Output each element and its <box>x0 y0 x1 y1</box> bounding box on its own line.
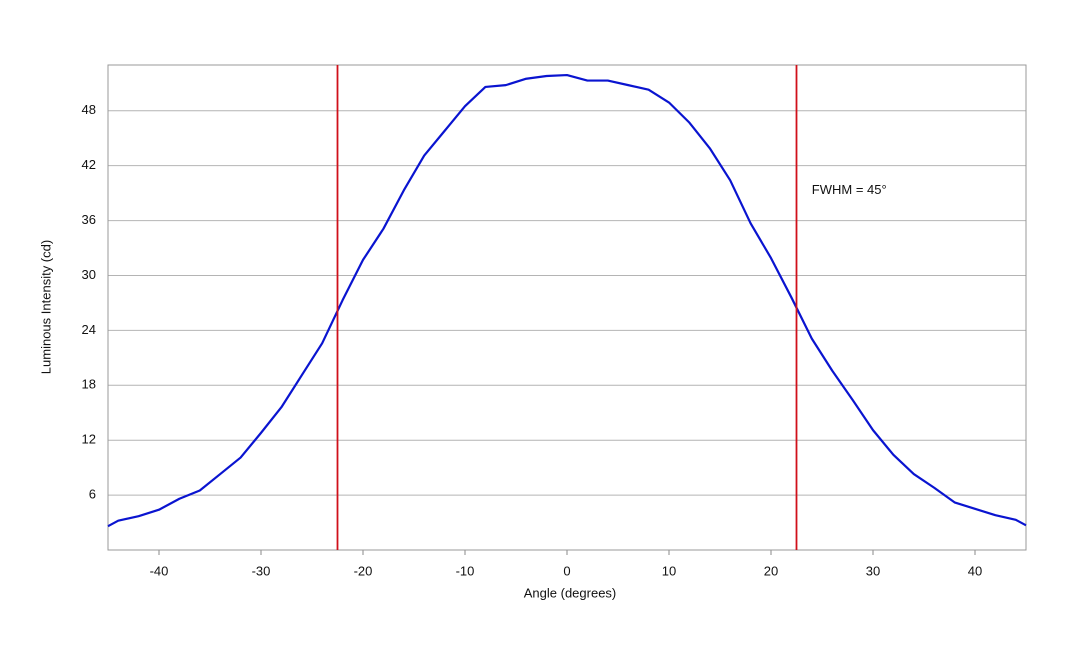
x-tick-label: 30 <box>866 563 880 578</box>
y-tick-label: 30 <box>82 267 96 282</box>
y-tick-label: 12 <box>82 432 96 447</box>
y-tick-label: 36 <box>82 212 96 227</box>
x-tick-label: 10 <box>662 563 676 578</box>
y-tick-label: 48 <box>82 102 96 117</box>
x-tick-label: -30 <box>252 563 271 578</box>
x-tick-label: -40 <box>150 563 169 578</box>
y-tick-label: 18 <box>82 377 96 392</box>
y-tick-label: 42 <box>82 157 96 172</box>
plot-border <box>107 64 1027 551</box>
x-tick-label: 40 <box>968 563 982 578</box>
x-tick-label: -20 <box>354 563 373 578</box>
y-tick-label: 24 <box>82 322 96 337</box>
annotation: FWHM = 45° <box>812 182 887 197</box>
x-tick-label: 20 <box>764 563 778 578</box>
line-series <box>107 73 1027 528</box>
y-tick-label: 6 <box>89 487 96 502</box>
x-axis-label: Angle (degrees) <box>524 585 617 600</box>
x-tick-label: 0 <box>563 563 570 578</box>
x-tick-label: -10 <box>456 563 475 578</box>
y-axis-label: Luminous Intensity (cd) <box>38 240 53 374</box>
